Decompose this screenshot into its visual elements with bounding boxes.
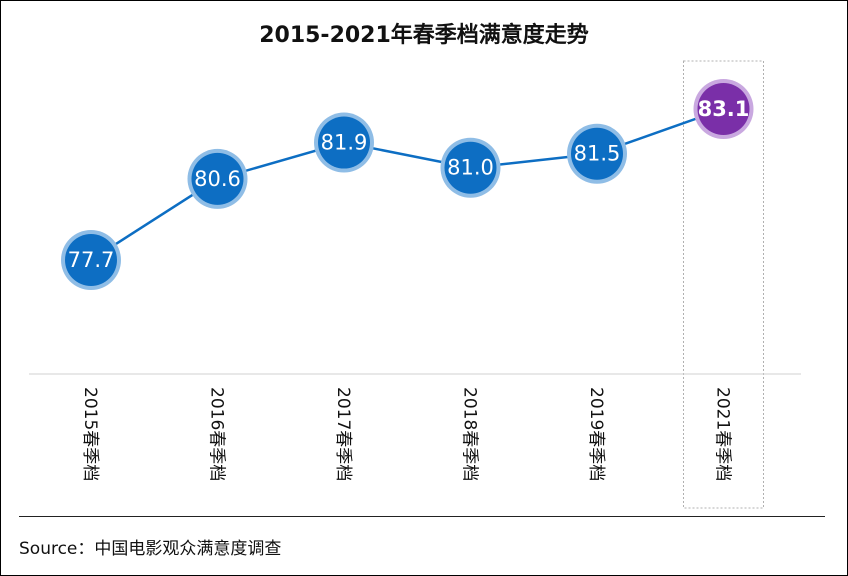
chart-title: 2015-2021年春季档满意度走势: [259, 23, 589, 48]
data-point: [318, 116, 370, 169]
data-label: 81.0: [447, 156, 494, 180]
data-point: [191, 152, 244, 205]
data-point: [571, 127, 623, 180]
x-tick-label: 2018春季档: [460, 387, 480, 481]
highlight-box: [683, 60, 764, 509]
bottom-rule: [19, 516, 825, 517]
x-tick-label: 2021春季档: [713, 387, 733, 481]
data-label: 81.5: [574, 142, 621, 166]
data-label: 81.9: [321, 131, 368, 155]
data-point: [444, 141, 497, 194]
data-label: 77.7: [68, 248, 115, 272]
series-line: [90, 107, 724, 262]
data-label: 83.1: [698, 97, 750, 121]
data-point: [697, 83, 750, 135]
x-tick-label: 2015春季档: [80, 387, 100, 481]
x-tick-label: 2019春季档: [586, 387, 606, 481]
data-point: [65, 234, 117, 286]
source-note: Source：中国电影观众满意度调查: [19, 539, 282, 559]
data-label: 80.6: [194, 167, 241, 191]
x-tick-label: 2017春季档: [333, 387, 353, 481]
x-tick-label: 2016春季档: [207, 387, 227, 481]
